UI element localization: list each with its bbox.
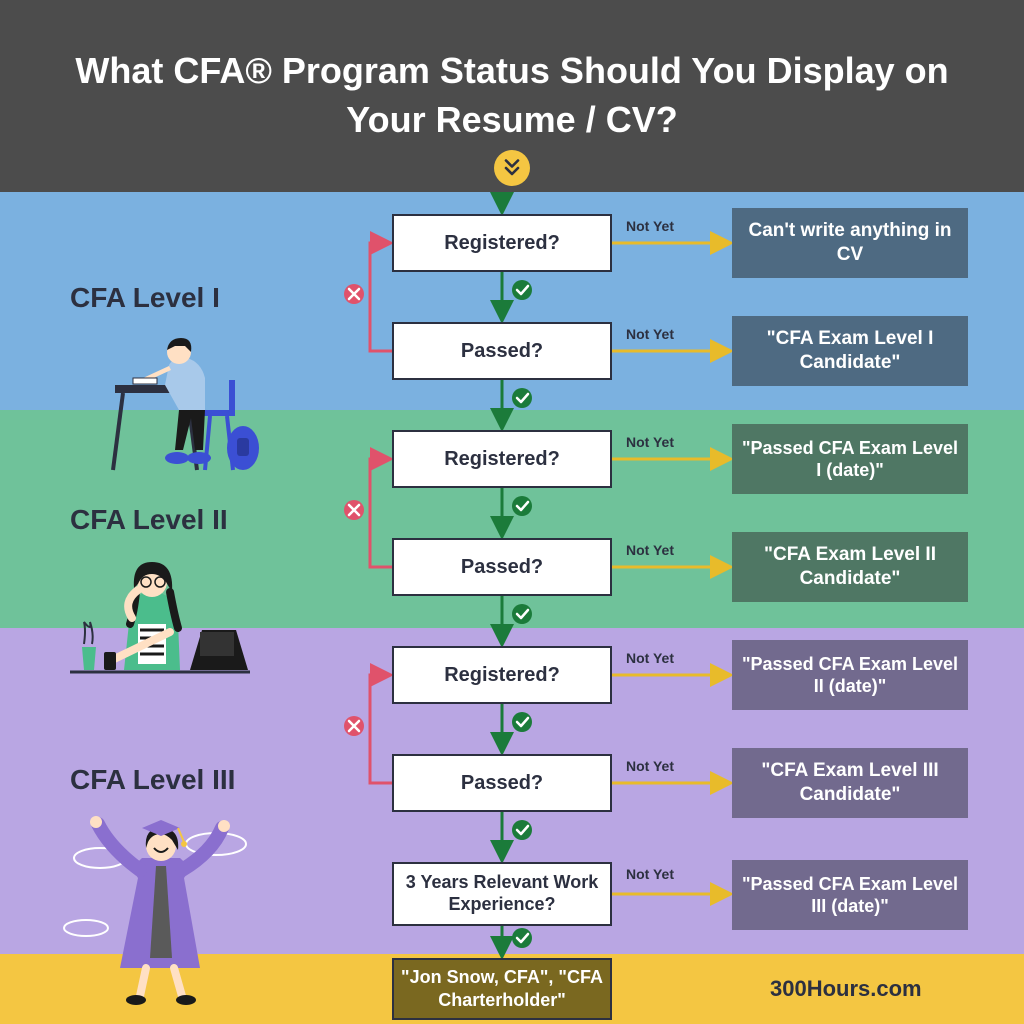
node-l3-experience: 3 Years Relevant Work Experience? <box>392 862 612 926</box>
level-1-label: CFA Level I <box>70 282 220 314</box>
result-7: "Passed CFA Exam Level III (date)" <box>732 860 968 930</box>
notyet-4: Not Yet <box>626 542 674 558</box>
node-l2-passed: Passed? <box>392 538 612 596</box>
level-2-label: CFA Level II <box>70 504 228 536</box>
node-l1-passed: Passed? <box>392 322 612 380</box>
result-5: "Passed CFA Exam Level II (date)" <box>732 640 968 710</box>
node-l3-registered: Registered? <box>392 646 612 704</box>
node-l1-registered: Registered? <box>392 214 612 272</box>
notyet-3: Not Yet <box>626 434 674 450</box>
page-title: What CFA® Program Status Should You Disp… <box>0 47 1024 144</box>
brand-label: 300Hours.com <box>770 976 922 1002</box>
result-4: "CFA Exam Level II Candidate" <box>732 532 968 602</box>
node-l2-registered: Registered? <box>392 430 612 488</box>
notyet-7: Not Yet <box>626 866 674 882</box>
notyet-6: Not Yet <box>626 758 674 774</box>
result-final: "Jon Snow, CFA", "CFA Charterholder" <box>392 958 612 1020</box>
result-1: Can't write anything in CV <box>732 208 968 278</box>
node-l3-passed: Passed? <box>392 754 612 812</box>
header: What CFA® Program Status Should You Disp… <box>0 0 1024 192</box>
level-3-label: CFA Level III <box>70 764 235 796</box>
result-6: "CFA Exam Level III Candidate" <box>732 748 968 818</box>
notyet-5: Not Yet <box>626 650 674 666</box>
notyet-1: Not Yet <box>626 218 674 234</box>
notyet-2: Not Yet <box>626 326 674 342</box>
result-2: "CFA Exam Level I Candidate" <box>732 316 968 386</box>
result-3: "Passed CFA Exam Level I (date)" <box>732 424 968 494</box>
down-arrow-icon <box>494 150 530 186</box>
